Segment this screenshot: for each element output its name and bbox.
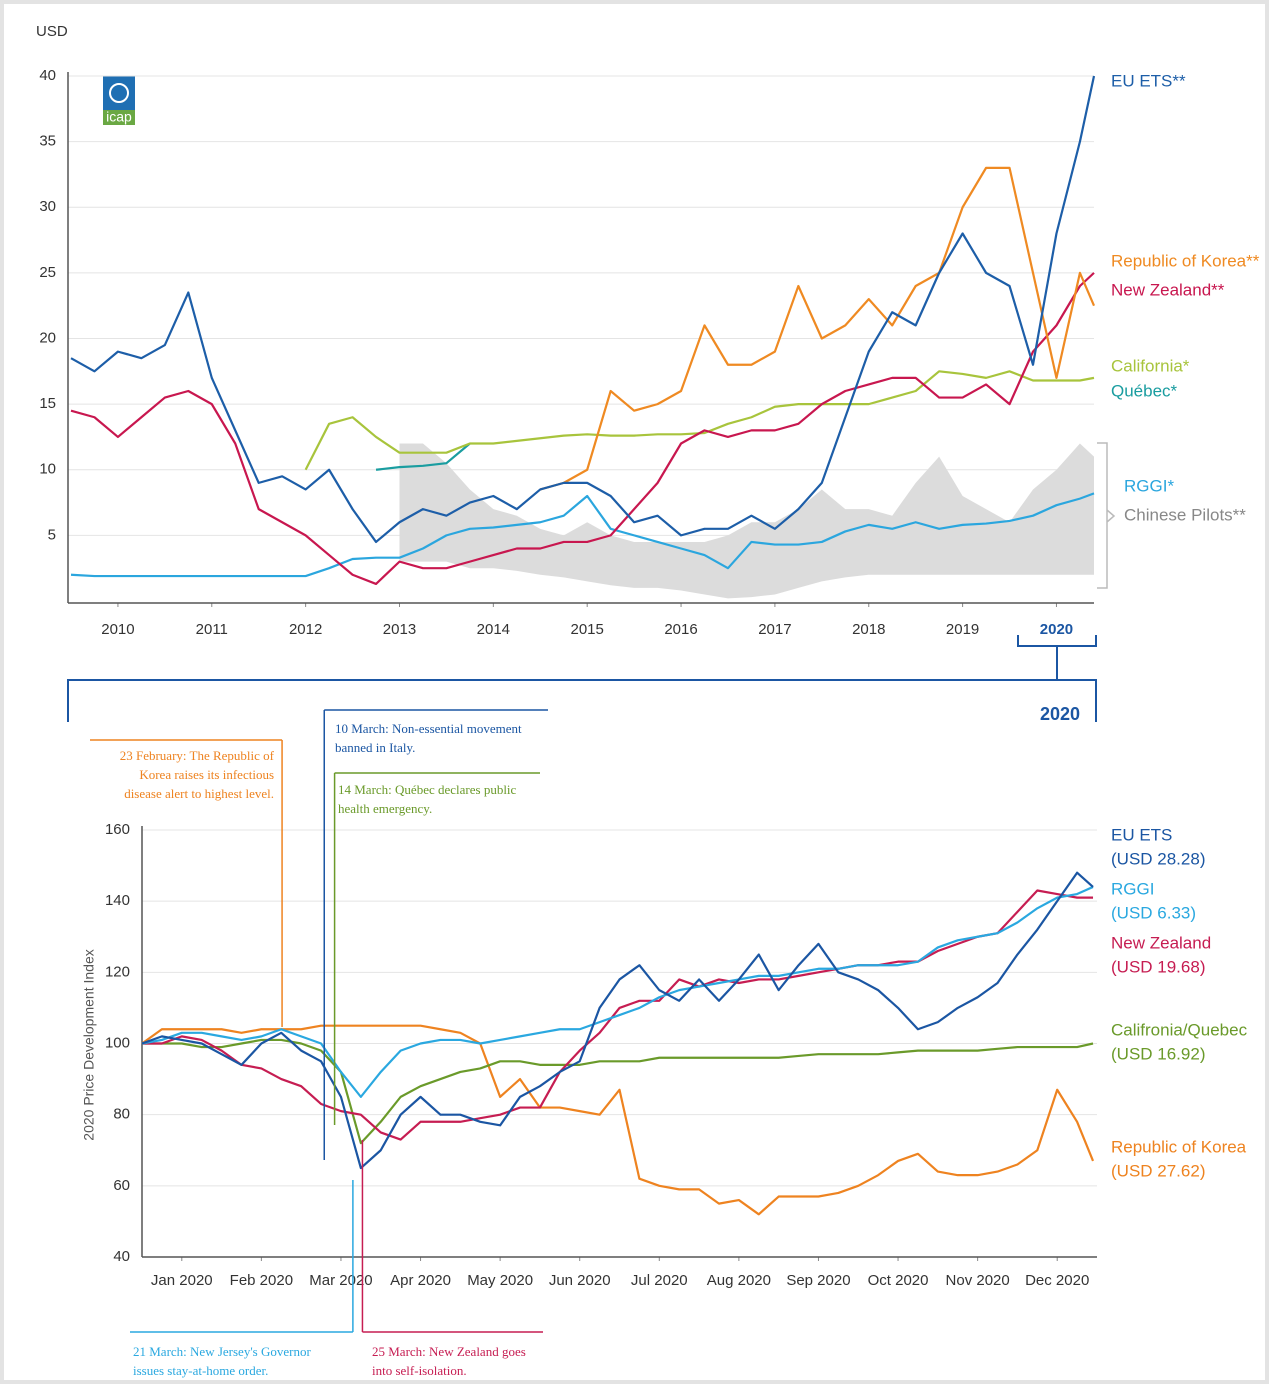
y-tick-label: 140	[105, 892, 130, 909]
series-label: California*	[1111, 356, 1190, 375]
series-label: Republic of Korea**	[1111, 251, 1260, 270]
annotation-text: issues stay-at-home order.	[133, 1363, 268, 1378]
annotation-text: 21 March: New Jersey's Governor	[133, 1344, 311, 1359]
bracket-lines	[67, 635, 1097, 722]
series-label: EU ETS**	[1111, 71, 1186, 90]
series-line	[70, 272, 1095, 586]
annotation-text: 23 February: The Republic of	[120, 748, 275, 763]
series-line	[142, 889, 1094, 1141]
y-axis-unit: USD	[36, 23, 68, 40]
x-tick-label: Jan 2020	[151, 1272, 213, 1289]
series-label: Republic of Korea	[1111, 1137, 1247, 1156]
series-note: (USD 19.68)	[1111, 957, 1205, 976]
y-tick-label: 35	[39, 133, 56, 150]
annotation-text: 10 March: Non-essential movement	[335, 721, 522, 736]
series-line	[304, 370, 1095, 471]
logo: icap	[103, 76, 135, 125]
annotation-text: Korea raises its infectious	[139, 767, 274, 782]
series-note: (USD 6.33)	[1111, 903, 1196, 922]
series-label: New Zealand	[1111, 933, 1211, 952]
x-tick-label: 2016	[664, 621, 697, 638]
x-tick-label: 2019	[946, 621, 979, 638]
series-line	[375, 442, 471, 471]
annotation-text: disease alert to highest level.	[124, 786, 274, 801]
x-tick-label: Nov 2020	[946, 1272, 1010, 1289]
x-tick-label: May 2020	[467, 1272, 533, 1289]
series-label: Québec*	[1111, 381, 1178, 400]
x-tick-label: Aug 2020	[707, 1272, 771, 1289]
y-tick-label: 30	[39, 198, 56, 215]
x-tick-label: Jul 2020	[631, 1272, 688, 1289]
y-tick-label: 40	[113, 1248, 130, 1265]
y-axis-title: 2020 Price Development Index	[81, 949, 97, 1140]
x-tick-label: Oct 2020	[868, 1272, 929, 1289]
series-note: (USD 27.62)	[1111, 1161, 1205, 1180]
series-line	[142, 1038, 1094, 1145]
series-line	[141, 871, 1094, 1170]
band-area	[399, 443, 1095, 599]
y-tick-label: 15	[39, 395, 56, 412]
series-line	[141, 1024, 1095, 1216]
x-tick-label: Jun 2020	[549, 1272, 611, 1289]
y-tick-label: 40	[39, 67, 56, 84]
series-label: Chinese Pilots**	[1124, 505, 1246, 524]
x-tick-label: 2010	[101, 621, 134, 638]
x-tick-label: 2014	[477, 621, 510, 638]
x-tick-label: 2018	[852, 621, 885, 638]
x-tick-label: Dec 2020	[1025, 1272, 1089, 1289]
series-line	[70, 75, 1096, 544]
y-tick-label: 160	[105, 821, 130, 838]
x-tick-label: Feb 2020	[230, 1272, 293, 1289]
logo-text: icap	[106, 109, 132, 125]
series-line	[70, 492, 1095, 578]
y-tick-label: 60	[113, 1177, 130, 1194]
series-label: EU ETS	[1111, 825, 1172, 844]
annotation-text: 14 March: Québec declares public	[338, 782, 517, 797]
zoom-bracket	[67, 635, 1097, 722]
y-tick-label: 25	[39, 264, 56, 281]
zoom-label: 2020	[1040, 704, 1080, 724]
annotation-text: 25 March: New Zealand goes	[372, 1344, 526, 1359]
x-tick-label: 2020	[1040, 621, 1073, 638]
x-tick-label: 2011	[196, 621, 228, 638]
series-label: RGGI*	[1124, 476, 1174, 495]
series-note: (USD 28.28)	[1111, 849, 1205, 868]
annotation-text: banned in Italy.	[335, 740, 415, 755]
series-label: New Zealand**	[1111, 280, 1225, 299]
y-tick-label: 20	[39, 329, 56, 346]
y-tick-label: 10	[39, 461, 56, 478]
series-note: (USD 16.92)	[1111, 1044, 1205, 1063]
x-tick-label: Sep 2020	[786, 1272, 850, 1289]
series-line	[539, 166, 1096, 491]
annotation-text: health emergency.	[338, 801, 432, 816]
x-tick-label: Apr 2020	[390, 1272, 451, 1289]
series-label: RGGI	[1111, 879, 1154, 898]
rggi-bracket	[1097, 442, 1116, 589]
series-line	[141, 885, 1094, 1098]
y-tick-label: 5	[48, 526, 56, 543]
y-tick-label: 80	[113, 1106, 130, 1123]
x-tick-label: 2017	[758, 621, 791, 638]
logo-icon	[109, 83, 129, 103]
annotation-text: into self-isolation.	[372, 1363, 467, 1378]
x-tick-label: 2013	[383, 621, 416, 638]
x-tick-label: Mar 2020	[309, 1272, 372, 1289]
x-tick-label: 2012	[289, 621, 322, 638]
logo-top	[103, 76, 135, 110]
y-tick-label: 120	[105, 963, 130, 980]
y-tick-label: 100	[105, 1034, 130, 1051]
logo-bottom	[103, 110, 135, 125]
series-label: Califronia/Quebec	[1111, 1020, 1248, 1039]
x-tick-label: 2015	[571, 621, 604, 638]
